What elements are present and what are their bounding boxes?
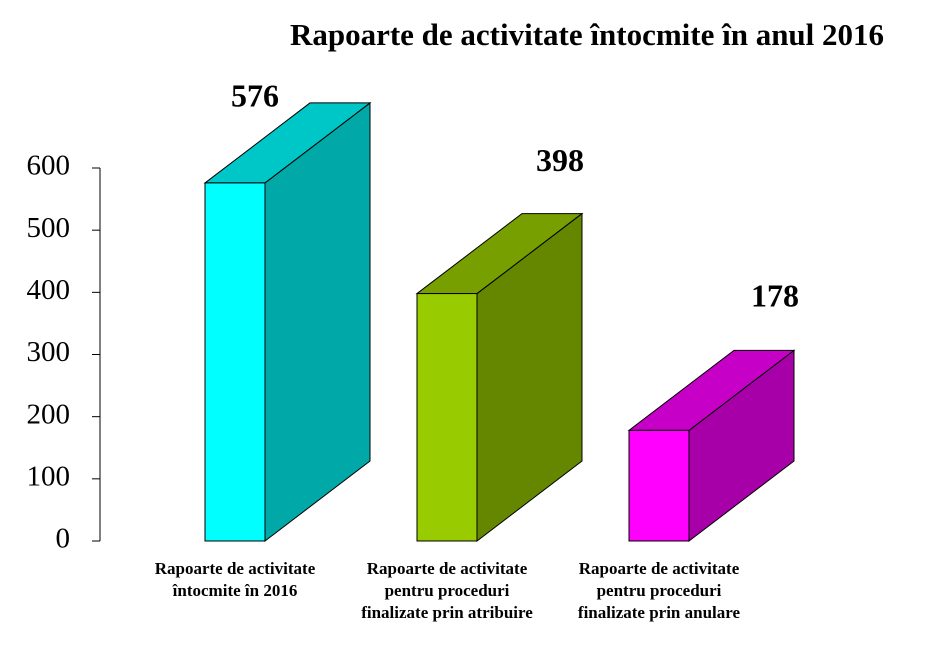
y-tick-label: 200 bbox=[27, 398, 71, 430]
bar bbox=[416, 293, 478, 542]
x-tick-label: Rapoarte de activitate întocmite în 2016 bbox=[154, 559, 316, 600]
y-tick-label: 500 bbox=[27, 212, 71, 244]
y-tick-label: 400 bbox=[27, 274, 71, 306]
x-tick-label: Rapoarte de activitate pentru proceduri … bbox=[361, 559, 533, 622]
y-tick-label: 600 bbox=[27, 150, 71, 182]
y-tick-label: 300 bbox=[27, 336, 71, 368]
bar bbox=[628, 429, 690, 542]
value-label: 398 bbox=[536, 142, 584, 178]
y-tick-label: 100 bbox=[27, 460, 71, 492]
chart-title: Rapoarte de activitate întocmite în anul… bbox=[290, 17, 884, 52]
bar bbox=[204, 182, 266, 542]
value-label: 576 bbox=[231, 77, 279, 113]
y-tick-label: 0 bbox=[56, 523, 71, 555]
value-label: 178 bbox=[751, 278, 799, 314]
x-tick-label: Rapoarte de activitate pentru proceduri … bbox=[577, 559, 741, 622]
